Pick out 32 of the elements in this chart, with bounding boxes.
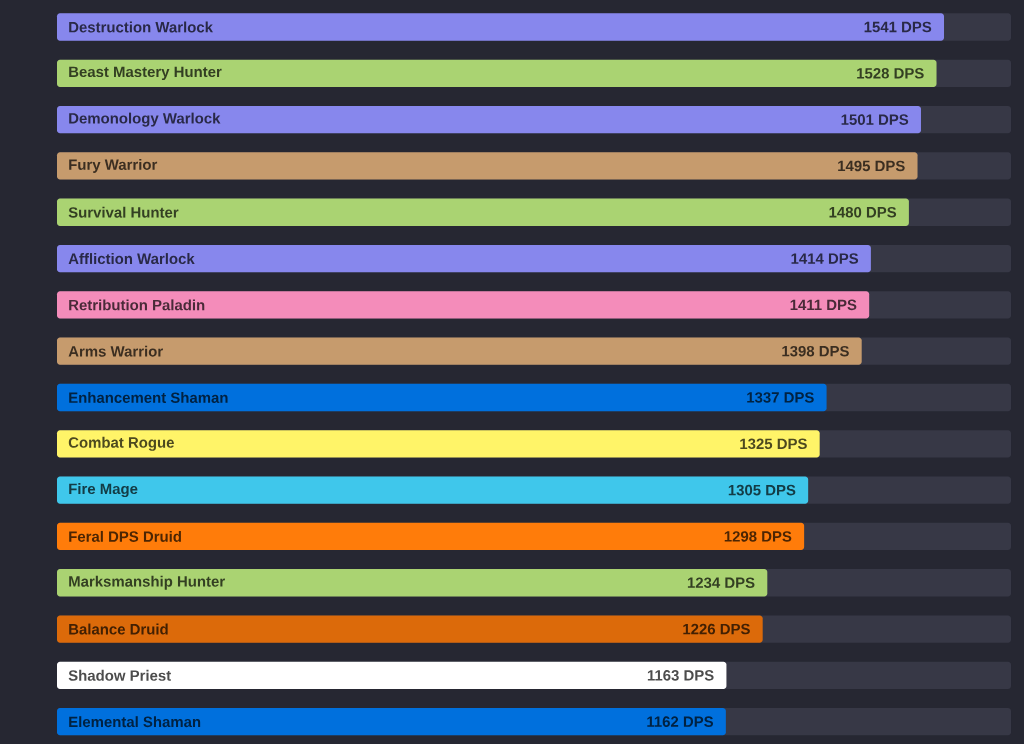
- data-label: 1226 DPS: [683, 623, 750, 635]
- y-tick-label: Retribution Paladin: [69, 299, 205, 311]
- y-tick-label: Fury Warrior: [69, 158, 158, 173]
- data-label: 1414 DPS: [791, 253, 859, 264]
- y-tick-label: Destruction Warlock: [69, 21, 213, 33]
- y-tick-label: Arms Warrior: [68, 345, 163, 357]
- data-label: 1480 DPS: [829, 206, 897, 218]
- y-tick-label: Elemental Shaman: [69, 716, 201, 728]
- y-tick-label: Marksmanship Hunter: [69, 575, 225, 590]
- data-label: 1325 DPS: [740, 438, 807, 450]
- data-label: 1495 DPS: [838, 160, 905, 172]
- data-label: 1234 DPS: [687, 577, 755, 589]
- data-label: 1298 DPS: [724, 531, 792, 542]
- y-tick-label: Fire Mage: [69, 483, 138, 498]
- data-label: 1411 DPS: [790, 299, 857, 311]
- y-tick-label: Enhancement Shaman: [69, 392, 228, 403]
- data-label: 1541 DPS: [864, 21, 932, 33]
- y-tick-label: Combat Rogue: [68, 436, 174, 451]
- y-tick-label: Feral DPS Druid: [69, 530, 181, 542]
- y-tick-label: Shadow Priest: [68, 669, 171, 681]
- y-tick-label: Demonology Warlock: [69, 112, 221, 127]
- data-label: 1337 DPS: [747, 392, 814, 403]
- data-label: 1163 DPS: [647, 670, 714, 681]
- data-label: 1162 DPS: [647, 716, 714, 727]
- data-label: 1501 DPS: [841, 114, 909, 125]
- y-tick-label: Survival Hunter: [68, 206, 179, 218]
- y-tick-label: Balance Druid: [69, 623, 168, 635]
- y-tick-label: Beast Mastery Hunter: [69, 66, 222, 80]
- data-label: 1528 DPS: [857, 68, 924, 79]
- data-label: 1398 DPS: [782, 345, 849, 357]
- data-label: 1305 DPS: [728, 484, 796, 496]
- y-tick-label: Affliction Warlock: [68, 253, 195, 265]
